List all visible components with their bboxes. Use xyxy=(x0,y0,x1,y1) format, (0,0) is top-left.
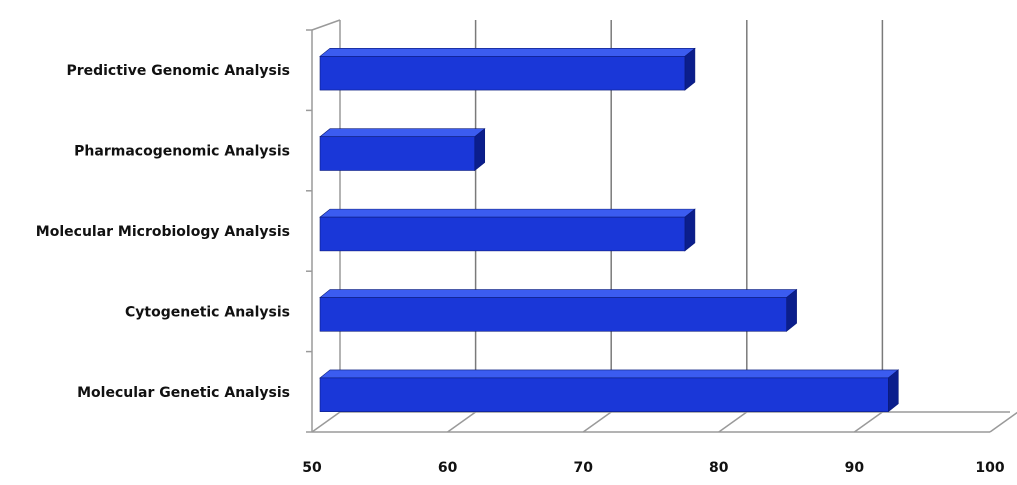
bar-front-face xyxy=(319,377,889,412)
x-tick-label: 90 xyxy=(845,460,865,476)
x-tick-label: 50 xyxy=(302,460,322,476)
x-tick-label: 70 xyxy=(573,460,593,476)
bar-front-face xyxy=(319,297,787,332)
bar-front-face xyxy=(319,216,686,252)
bar-top-face xyxy=(319,48,696,57)
bar xyxy=(319,208,696,252)
category-label: Molecular Microbiology Analysis xyxy=(36,224,290,240)
floor-tick-diagonal xyxy=(311,411,341,433)
category-label: Pharmacogenomic Analysis xyxy=(74,144,290,160)
category-label: Cytogenetic Analysis xyxy=(125,304,290,320)
x-tick-label: 60 xyxy=(438,460,458,476)
x-tick-label: 80 xyxy=(709,460,729,476)
category-label: Molecular Genetic Analysis xyxy=(77,385,290,401)
bar-top-face xyxy=(319,289,798,298)
bar xyxy=(319,288,798,332)
category-label: Predictive Genomic Analysis xyxy=(66,63,290,79)
bar xyxy=(319,369,900,413)
x-tick-label: 100 xyxy=(975,460,1004,476)
bar xyxy=(319,128,486,172)
floor-tick-diagonal xyxy=(582,411,612,433)
bars xyxy=(319,47,900,413)
floor-tick-diagonal xyxy=(989,411,1017,433)
x-tick-labels: 50 60 70 80 90 100 xyxy=(302,460,1005,476)
bar-top-face xyxy=(319,128,486,138)
category-labels: Molecular Genetic Analysis Cytogenetic An… xyxy=(36,63,290,401)
bar-top-face xyxy=(319,208,696,218)
bar-front-face xyxy=(319,136,476,171)
y-axis-top-edge xyxy=(311,19,341,31)
floor-tick-diagonal xyxy=(447,411,477,433)
bar xyxy=(319,47,696,91)
floor-tick-diagonal xyxy=(718,411,748,433)
bar-front-face xyxy=(319,56,686,91)
floor-tick-diagonal xyxy=(853,411,883,433)
bar-top-face xyxy=(319,369,900,379)
